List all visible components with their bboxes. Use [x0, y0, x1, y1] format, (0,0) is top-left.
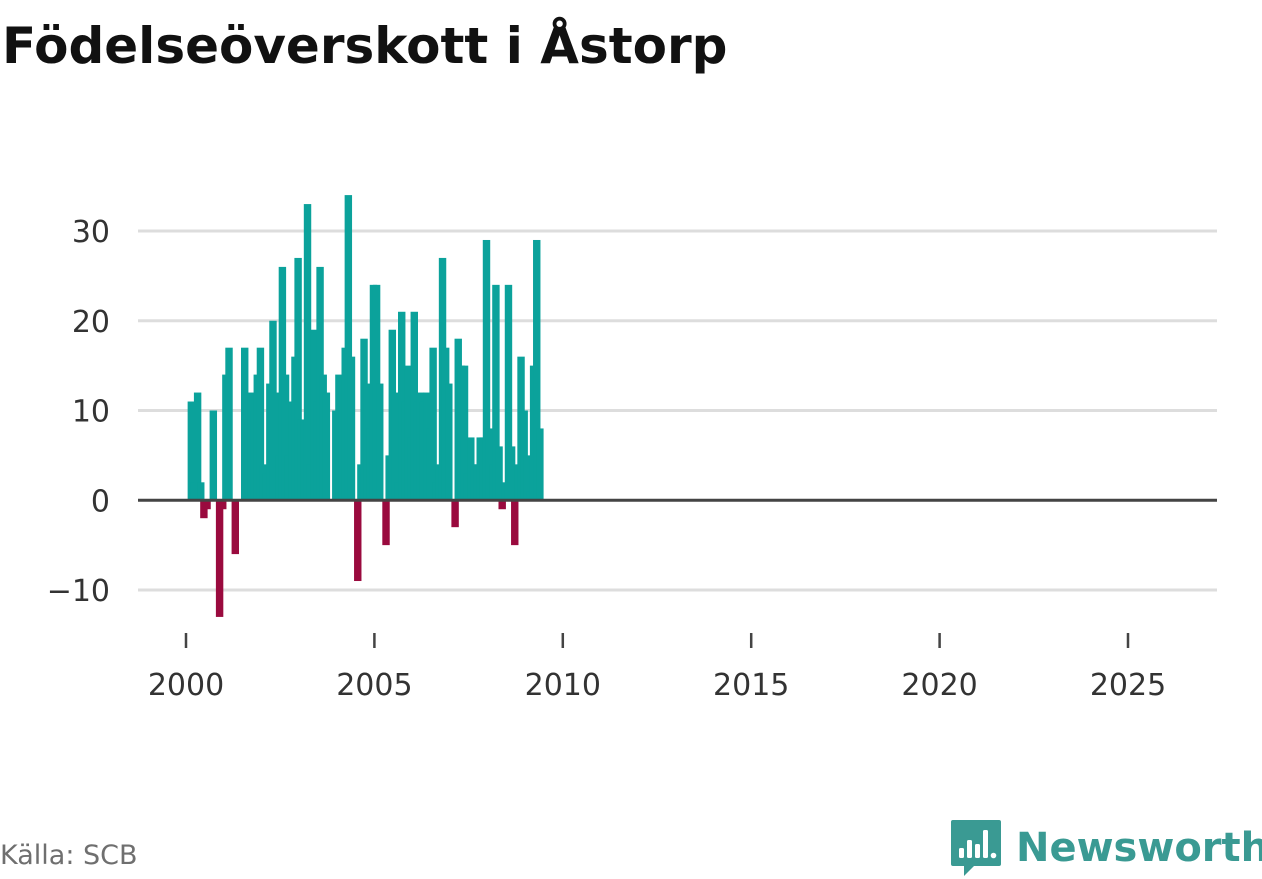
bar-positive	[347, 356, 356, 501]
bar-positive	[225, 347, 233, 501]
y-axis-labels: −10 0 10 20 30	[47, 215, 110, 609]
bar-positive	[344, 195, 353, 501]
bar-positive	[322, 392, 331, 501]
source-label: Källa: SCB	[0, 840, 138, 871]
bar-positive	[209, 410, 218, 501]
bar-positive	[294, 257, 302, 501]
bar-positive	[495, 446, 503, 501]
bar-positive	[187, 401, 196, 501]
bar-positive	[520, 410, 528, 501]
y-tick-label: 20	[72, 305, 110, 340]
x-tick-label: 2025	[1090, 668, 1166, 703]
y-tick-label: 0	[91, 484, 110, 519]
bar-negative	[354, 500, 362, 582]
bar-positive	[303, 204, 312, 501]
bar-positive	[376, 383, 384, 501]
bar-negative	[498, 500, 506, 510]
bar-positive	[197, 482, 205, 501]
bar-negative	[511, 500, 519, 546]
chart-title: Födelseöverskott i Åstorp	[2, 17, 728, 75]
newsworthy-logo-icon	[951, 820, 1001, 876]
bar-positive	[482, 239, 491, 501]
bar-positive	[429, 347, 437, 501]
bar-positive	[193, 392, 202, 501]
y-tick-label: 30	[72, 215, 110, 250]
y-tick-label: 10	[72, 395, 110, 430]
bar-positive	[256, 347, 265, 501]
y-tick-label: −10	[47, 574, 110, 609]
x-tick-label: 2020	[901, 668, 977, 703]
bar-positive	[404, 365, 412, 501]
bar-positive	[391, 392, 400, 501]
bar-positive	[536, 428, 544, 501]
bar-negative	[451, 500, 459, 528]
bar-positive	[281, 374, 290, 501]
bar-negative	[382, 500, 390, 546]
brand-logo[interactable]: Newsworthy	[950, 818, 1262, 878]
bar-positive	[533, 239, 541, 501]
bar-positive	[507, 446, 516, 501]
x-tick-label: 2010	[525, 668, 601, 703]
bar-positive	[445, 383, 453, 501]
bar-positive	[272, 392, 280, 501]
bar-positive	[492, 284, 500, 501]
x-axis: 2000 2005 2010 2015 2020 2025	[148, 633, 1166, 703]
brand-name: Newsworthy	[1016, 825, 1262, 871]
bar-negative	[203, 500, 211, 510]
bars	[187, 195, 544, 617]
bar-negative	[231, 500, 240, 555]
x-tick-label: 2005	[336, 668, 412, 703]
bar-positive	[460, 365, 469, 501]
bar-positive	[504, 284, 513, 501]
x-tick-label: 2015	[713, 668, 789, 703]
bar-negative	[215, 500, 224, 617]
x-tick-label: 2000	[148, 668, 224, 703]
bar-positive	[523, 455, 532, 501]
bar-negative	[219, 500, 227, 510]
